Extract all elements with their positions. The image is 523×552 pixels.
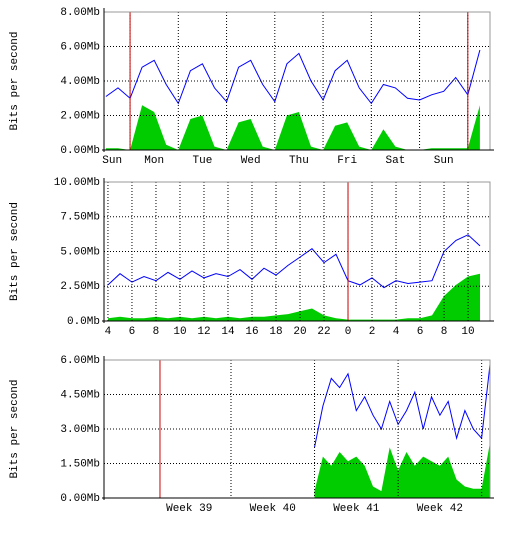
- y-tick-label: 0.00Mb: [60, 493, 100, 505]
- y-tick-label: 5.00Mb: [60, 246, 100, 258]
- y-tick-label: 4.00Mb: [60, 76, 100, 88]
- x-tick-label: 8: [441, 326, 448, 338]
- x-tick-label: 10: [173, 326, 186, 338]
- chart: 0.00Mb 2.00Mb 4.00Mb 6.00Mb 8.00Mb Sun Mon Tue W…: [9, 7, 494, 167]
- x-tick-label: Mon: [144, 155, 164, 167]
- y-tick-label: 6.00Mb: [60, 41, 100, 53]
- y-tick-label: 3.00Mb: [60, 424, 100, 436]
- y-tick-label: 6.00Mb: [60, 355, 100, 367]
- x-tick-label: Fri: [337, 155, 357, 167]
- x-tick-label: 18: [269, 326, 282, 338]
- chart: 0.0Mb 2.50Mb 5.00Mb 7.50Mb 10.00Mb 4 6 8 10 12 14 1…: [9, 177, 494, 338]
- x-tick-label: Week 39: [166, 503, 212, 515]
- x-tick-label: 4: [105, 326, 112, 338]
- area: [314, 442, 490, 498]
- x-tick-label: 0: [345, 326, 352, 338]
- y-axis-title: Bits per second: [9, 379, 21, 478]
- y-tick-label: 2.00Mb: [60, 110, 100, 122]
- x-tick-label: 2: [369, 326, 376, 338]
- x-tick-label: 14: [221, 326, 235, 338]
- y-tick-label: 0.00Mb: [60, 145, 100, 157]
- y-axis-title: Bits per second: [9, 31, 21, 130]
- y-tick-label: 2.50Mb: [60, 281, 100, 293]
- x-tick-label: 22: [317, 326, 330, 338]
- y-axis-title: Bits per second: [9, 202, 21, 301]
- chart: 0.00Mb 1.50Mb 3.00Mb 4.50Mb 6.00Mb Week 39 Wee…: [9, 355, 494, 515]
- x-tick-label: Week 42: [417, 503, 463, 515]
- x-tick-label: Tue: [193, 155, 213, 167]
- line: [107, 234, 481, 289]
- x-tick-label: 12: [197, 326, 210, 338]
- y-tick-label: 4.50Mb: [60, 389, 100, 401]
- x-tick-label: Wed: [241, 155, 261, 167]
- y-tick-label: 10.00Mb: [54, 177, 100, 189]
- x-tick-label: 8: [153, 326, 160, 338]
- x-tick-label: 6: [129, 326, 136, 338]
- x-tick-label: 6: [417, 326, 424, 338]
- x-tick-label: 16: [245, 326, 258, 338]
- x-tick-label: Week 40: [250, 503, 296, 515]
- y-tick-label: 1.50Mb: [60, 458, 100, 470]
- x-tick-label: Sat: [386, 155, 406, 167]
- line: [314, 364, 491, 448]
- x-tick-label: Week 41: [333, 503, 380, 515]
- y-tick-label: 7.50Mb: [60, 212, 100, 224]
- x-tick-label: 4: [393, 326, 400, 338]
- area: [105, 105, 480, 150]
- x-tick-label: Sun: [102, 155, 122, 167]
- x-tick-label: Thu: [289, 155, 309, 167]
- x-tick-label: 10: [461, 326, 474, 338]
- x-tick-label: 20: [293, 326, 306, 338]
- line: [105, 49, 481, 105]
- area: [108, 273, 480, 321]
- y-tick-label: 8.00Mb: [60, 7, 100, 19]
- y-tick-label: 0.0Mb: [67, 316, 100, 328]
- x-tick-label: Sun: [434, 155, 454, 167]
